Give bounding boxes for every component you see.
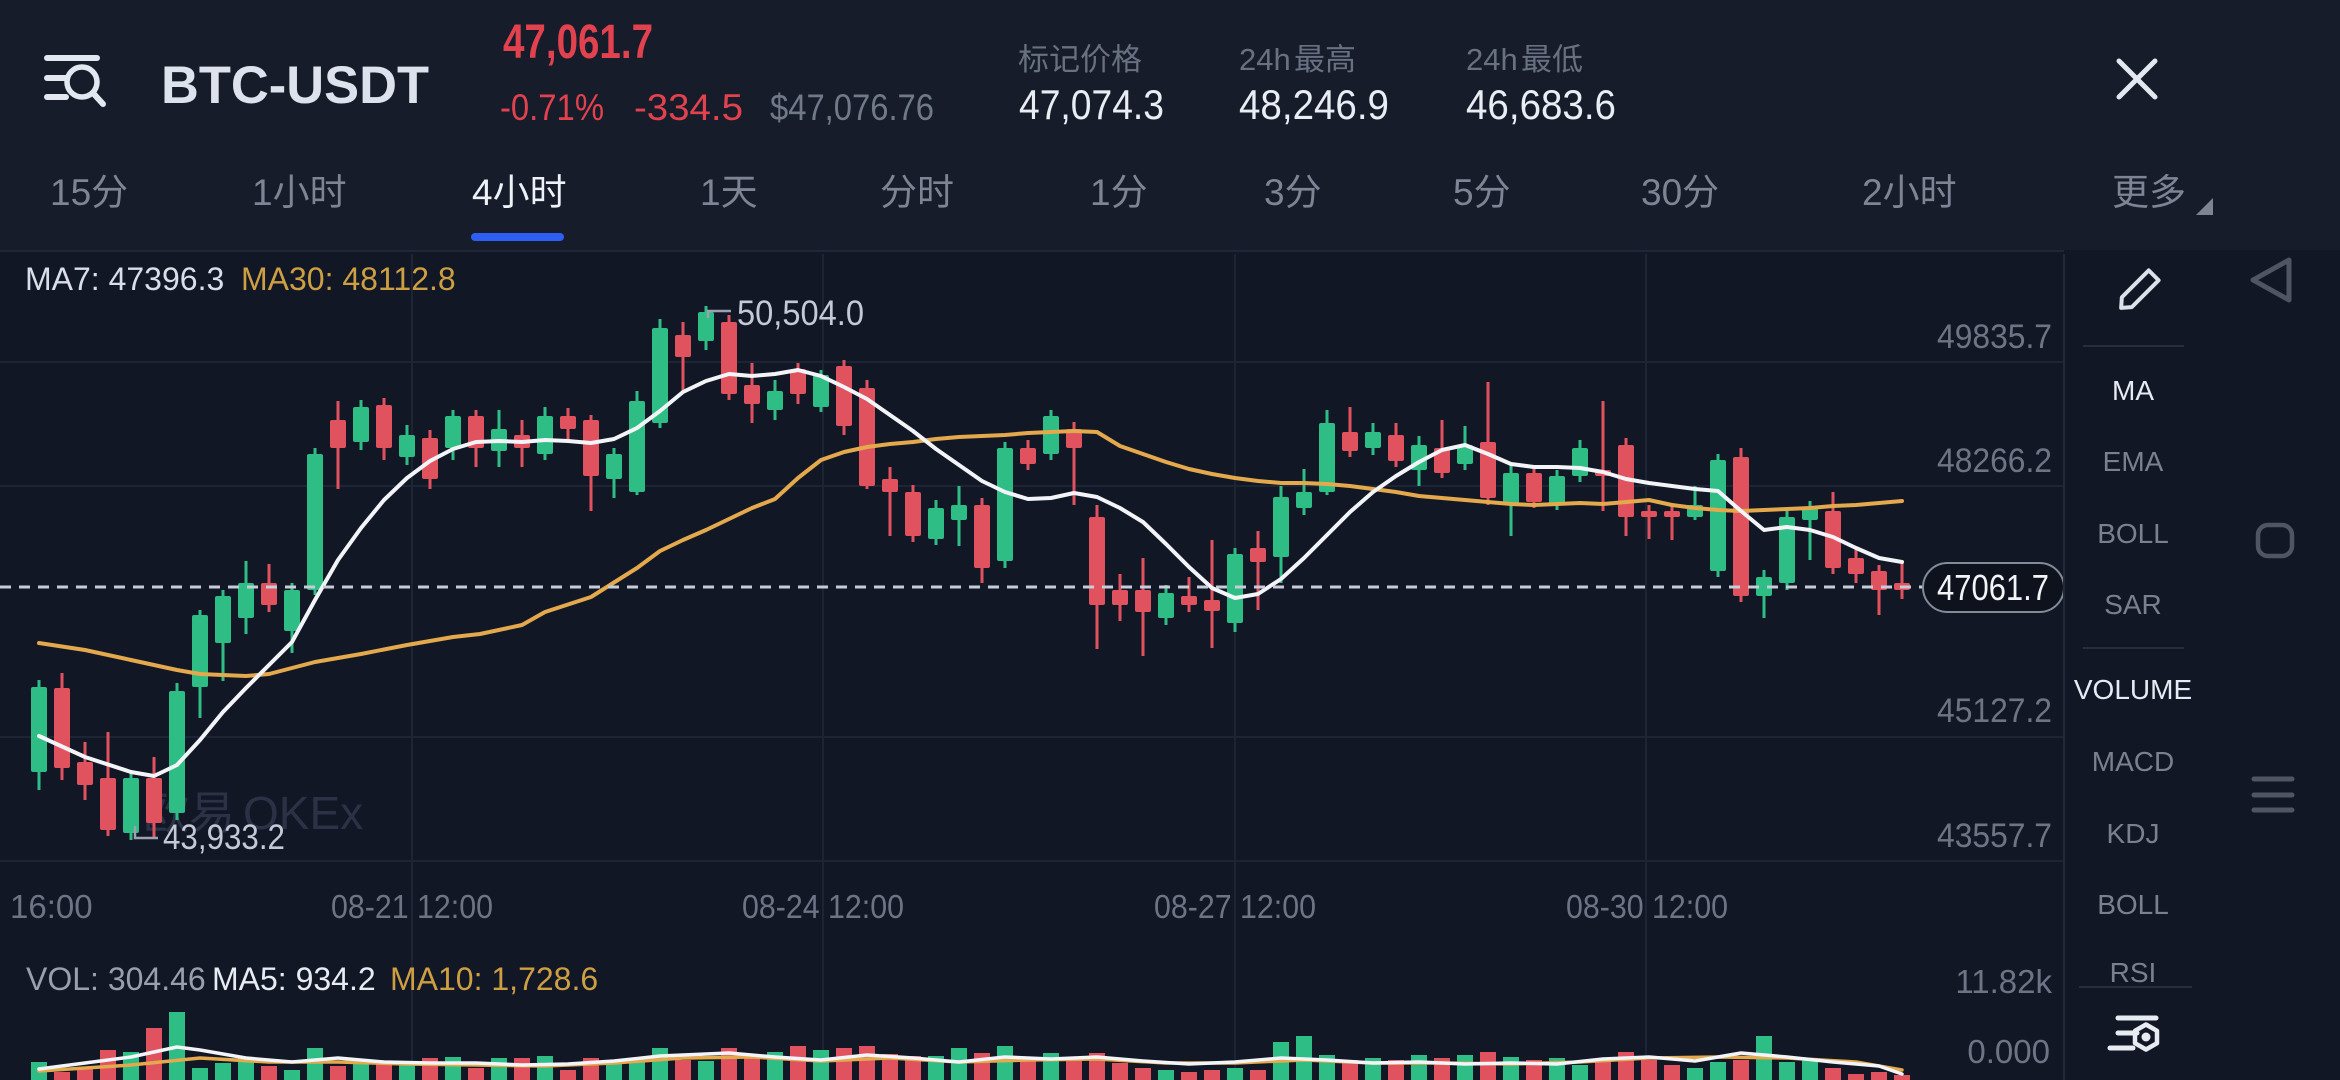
svg-text:0.000: 0.000: [1967, 1033, 2050, 1070]
svg-text:30: 30: [1641, 172, 1682, 213]
svg-text:47,061.7: 47,061.7: [503, 16, 653, 69]
svg-text:49835.7: 49835.7: [1937, 318, 2052, 356]
svg-text:MA: MA: [2112, 375, 2154, 406]
svg-text:50,504.0: 50,504.0: [737, 294, 864, 333]
svg-text:BOLL: BOLL: [2097, 518, 2169, 549]
svg-text:43557.7: 43557.7: [1937, 817, 2052, 855]
svg-text:MA7: 47396.3: MA7: 47396.3: [25, 261, 224, 297]
svg-text:RSI: RSI: [2110, 957, 2157, 988]
svg-text:-0.71%: -0.71%: [500, 87, 604, 128]
svg-text:KDJ: KDJ: [2107, 818, 2160, 849]
svg-text:08-21 12:00: 08-21 12:00: [331, 888, 493, 925]
svg-text:MACD: MACD: [2092, 746, 2174, 777]
svg-text:08-27 12:00: 08-27 12:00: [1154, 888, 1316, 925]
svg-text:1: 1: [252, 172, 273, 213]
svg-text:24h: 24h: [1239, 42, 1291, 77]
svg-text:43,933.2: 43,933.2: [163, 818, 285, 857]
svg-text:EMA: EMA: [2103, 446, 2164, 477]
svg-text:45127.2: 45127.2: [1937, 692, 2052, 730]
svg-text:08-30 12:00: 08-30 12:00: [1566, 888, 1728, 925]
svg-text:BTC-USDT: BTC-USDT: [161, 56, 429, 115]
svg-text:OKEx: OKEx: [243, 787, 363, 839]
svg-text:08-24 12:00: 08-24 12:00: [742, 888, 904, 925]
svg-text:VOLUME: VOLUME: [2074, 674, 2192, 705]
svg-text:24h: 24h: [1466, 42, 1518, 77]
svg-text:48266.2: 48266.2: [1937, 442, 2052, 480]
svg-text:1: 1: [700, 172, 721, 213]
svg-text:11.82k: 11.82k: [1955, 963, 2052, 1000]
svg-text:MA5: 934.2: MA5: 934.2: [212, 961, 376, 997]
svg-text:VOL: 304.46: VOL: 304.46: [26, 961, 206, 997]
svg-text:46,683.6: 46,683.6: [1466, 81, 1616, 128]
svg-text:47,074.3: 47,074.3: [1019, 81, 1164, 128]
svg-text:16:00: 16:00: [10, 888, 93, 925]
svg-text:SAR: SAR: [2104, 589, 2162, 620]
svg-text:1: 1: [1090, 172, 1111, 213]
svg-text:3: 3: [1264, 172, 1285, 213]
svg-text:47061.7: 47061.7: [1937, 567, 2049, 608]
svg-text:-334.5: -334.5: [634, 87, 743, 128]
svg-text:2: 2: [1862, 172, 1883, 213]
svg-text:BOLL: BOLL: [2097, 889, 2169, 920]
svg-text:MA30: 48112.8: MA30: 48112.8: [241, 261, 456, 297]
svg-text:48,246.9: 48,246.9: [1239, 81, 1389, 128]
svg-text:MA10: 1,728.6: MA10: 1,728.6: [390, 961, 598, 997]
svg-text:4: 4: [472, 172, 493, 213]
svg-text:$47,076.76: $47,076.76: [770, 87, 934, 128]
svg-text:15: 15: [50, 172, 91, 213]
svg-text:5: 5: [1453, 172, 1474, 213]
